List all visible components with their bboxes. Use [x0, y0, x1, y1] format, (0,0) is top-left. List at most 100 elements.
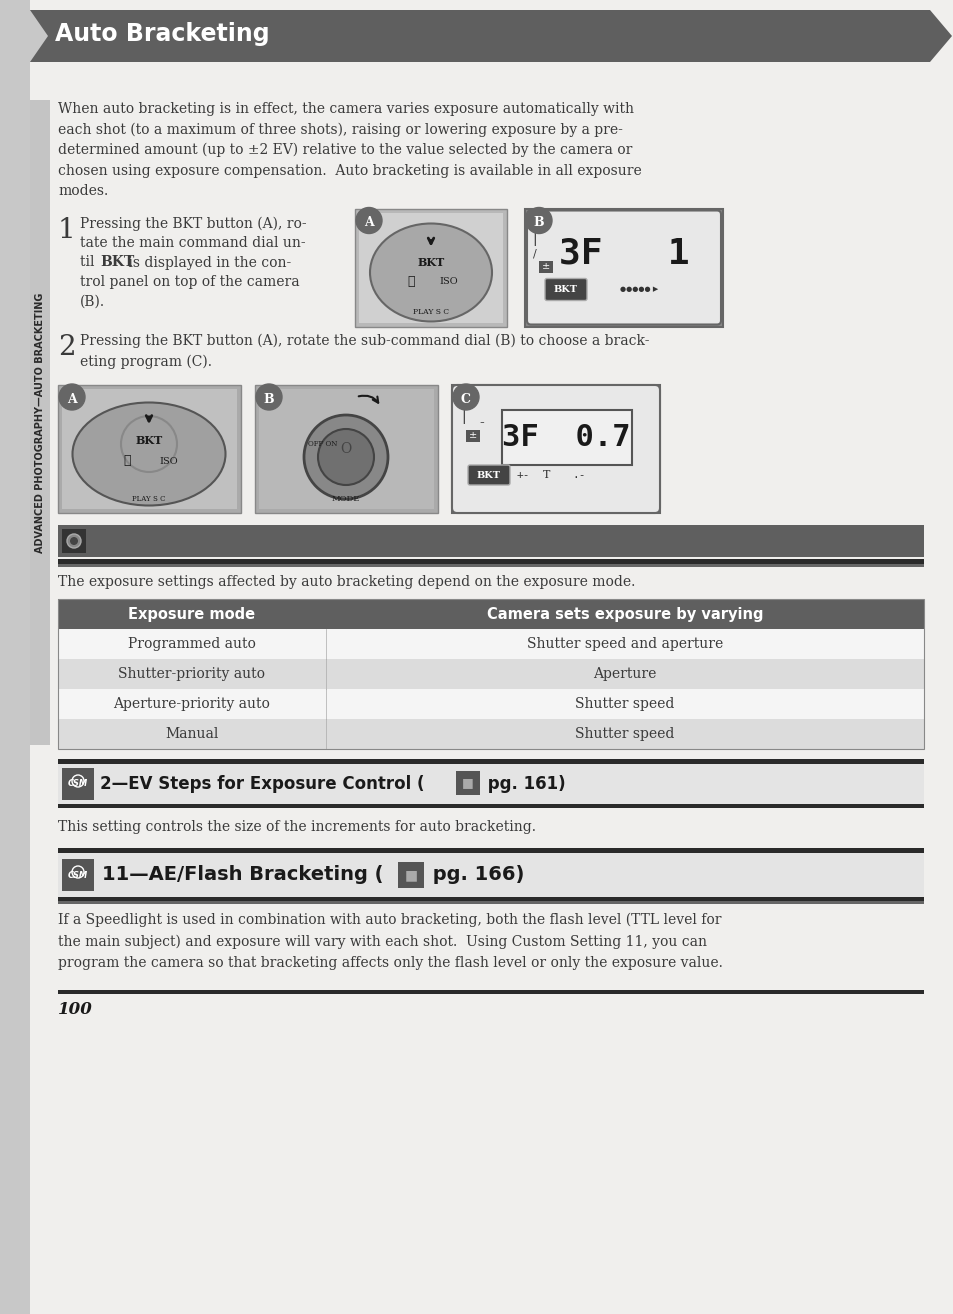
- Text: ISO: ISO: [439, 277, 457, 286]
- Bar: [465, 430, 479, 442]
- Text: CSM: CSM: [68, 779, 88, 788]
- Bar: [58, 989, 923, 993]
- Bar: [358, 213, 502, 322]
- Text: ⚡: ⚡: [407, 275, 415, 288]
- Text: trol panel on top of the camera: trol panel on top of the camera: [80, 275, 299, 289]
- Bar: [62, 859, 94, 891]
- Text: When auto bracketing is in effect, the camera varies exposure automatically with: When auto bracketing is in effect, the c…: [58, 102, 634, 116]
- Text: 3F  0.7: 3F 0.7: [501, 423, 630, 452]
- Text: Shutter speed: Shutter speed: [575, 696, 674, 711]
- Circle shape: [355, 208, 381, 234]
- Bar: [30, 11, 929, 62]
- Text: 1: 1: [58, 217, 75, 243]
- Bar: [452, 385, 659, 512]
- Bar: [62, 530, 86, 553]
- Text: .-: .-: [572, 470, 585, 480]
- Text: If a Speedlight is used in combination with auto bracketing, both the flash leve: If a Speedlight is used in combination w…: [58, 913, 720, 928]
- Text: BKT: BKT: [135, 435, 162, 447]
- Text: ■: ■: [404, 869, 417, 882]
- Text: Shutter-priority auto: Shutter-priority auto: [118, 668, 265, 681]
- Text: Programmed auto: Programmed auto: [128, 637, 255, 650]
- Text: B: B: [533, 217, 544, 230]
- Text: 2—EV Steps for Exposure Control (: 2—EV Steps for Exposure Control (: [100, 775, 424, 794]
- Text: ISO: ISO: [159, 456, 178, 465]
- Bar: [58, 385, 241, 512]
- Text: modes.: modes.: [58, 184, 108, 198]
- Text: Pressing the BKT button (A), rotate the sub-command dial (B) to choose a brack-: Pressing the BKT button (A), rotate the …: [80, 334, 649, 348]
- Text: /: /: [533, 248, 537, 259]
- Polygon shape: [929, 11, 951, 62]
- Text: Shutter speed: Shutter speed: [575, 727, 674, 741]
- Text: (B).: (B).: [80, 294, 105, 309]
- FancyBboxPatch shape: [544, 279, 586, 301]
- Text: T: T: [543, 470, 550, 480]
- Bar: [456, 771, 479, 795]
- Text: The exposure settings affected by auto bracketing depend on the exposure mode.: The exposure settings affected by auto b…: [58, 576, 635, 589]
- Circle shape: [59, 384, 85, 410]
- Text: chosen using exposure compensation.  Auto bracketing is available in all exposur: chosen using exposure compensation. Auto…: [58, 163, 641, 177]
- Bar: [58, 599, 923, 749]
- Text: Shutter speed and aperture: Shutter speed and aperture: [526, 637, 722, 650]
- Bar: [58, 848, 923, 853]
- Bar: [470, 466, 507, 484]
- Text: Manual: Manual: [165, 727, 218, 741]
- Bar: [30, 100, 50, 745]
- Text: C: C: [460, 393, 471, 406]
- Bar: [58, 526, 923, 557]
- Text: 2: 2: [58, 334, 75, 361]
- Text: ●●●●● ▶: ●●●●● ▶: [619, 286, 658, 293]
- Circle shape: [70, 537, 78, 545]
- Text: MODE: MODE: [332, 495, 360, 503]
- FancyBboxPatch shape: [452, 385, 659, 512]
- Text: B: B: [263, 393, 274, 406]
- Text: Camera sets exposure by varying: Camera sets exposure by varying: [486, 607, 762, 622]
- Text: ⚡: ⚡: [123, 455, 131, 468]
- Bar: [501, 410, 631, 465]
- Polygon shape: [30, 11, 48, 62]
- Text: Aperture: Aperture: [593, 668, 656, 681]
- FancyBboxPatch shape: [468, 465, 510, 485]
- Text: |: |: [532, 231, 537, 246]
- Bar: [258, 389, 434, 509]
- Bar: [355, 209, 506, 326]
- Text: PLAY S C: PLAY S C: [413, 307, 449, 315]
- Text: pg. 161): pg. 161): [481, 775, 565, 794]
- Bar: [58, 853, 923, 897]
- Bar: [58, 564, 923, 568]
- Text: ■: ■: [461, 777, 474, 790]
- Text: tate the main command dial un-: tate the main command dial un-: [80, 237, 305, 250]
- Bar: [58, 901, 923, 904]
- Bar: [58, 599, 923, 629]
- Text: 100: 100: [58, 1001, 92, 1018]
- Text: is displayed in the con-: is displayed in the con-: [124, 255, 291, 269]
- Text: ADVANCED PHOTOGRAPHY—AUTO BRACKETING: ADVANCED PHOTOGRAPHY—AUTO BRACKETING: [35, 292, 45, 553]
- Bar: [58, 558, 923, 564]
- Bar: [546, 280, 584, 298]
- Ellipse shape: [370, 223, 492, 322]
- Bar: [58, 660, 923, 689]
- Bar: [58, 629, 923, 660]
- Text: BKT: BKT: [554, 285, 578, 294]
- Text: 3F   1: 3F 1: [558, 237, 688, 271]
- Circle shape: [255, 384, 282, 410]
- Circle shape: [67, 533, 81, 548]
- Text: each shot (to a maximum of three shots), raising or lowering exposure by a pre-: each shot (to a maximum of three shots),…: [58, 122, 622, 137]
- Circle shape: [453, 384, 478, 410]
- Circle shape: [525, 208, 552, 234]
- Text: Auto Bracketing: Auto Bracketing: [55, 22, 270, 46]
- Text: Exposure mode: Exposure mode: [129, 607, 255, 622]
- Bar: [58, 804, 923, 808]
- Text: Aperture-priority auto: Aperture-priority auto: [113, 696, 270, 711]
- Bar: [58, 759, 923, 763]
- Circle shape: [304, 415, 388, 499]
- Ellipse shape: [72, 402, 225, 506]
- Text: OFF ON: OFF ON: [308, 440, 337, 448]
- Text: A: A: [67, 393, 77, 406]
- Bar: [524, 209, 722, 326]
- Bar: [397, 862, 423, 888]
- Bar: [58, 897, 923, 901]
- Text: Pressing the BKT button (A), ro-: Pressing the BKT button (A), ro-: [80, 217, 306, 231]
- Bar: [58, 719, 923, 749]
- Bar: [62, 389, 236, 509]
- Text: This setting controls the size of the increments for auto bracketing.: This setting controls the size of the in…: [58, 820, 536, 834]
